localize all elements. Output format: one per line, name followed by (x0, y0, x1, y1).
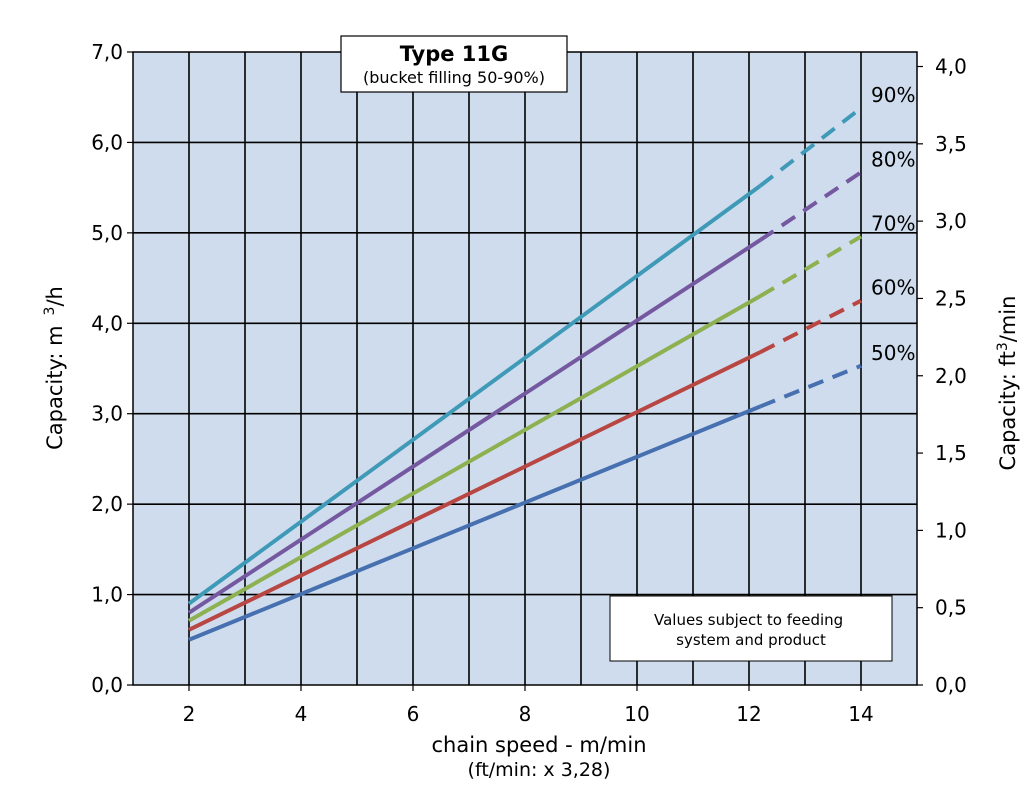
y-right-tick-label: 3,0 (935, 209, 967, 233)
x-tick-label: 12 (736, 702, 761, 726)
y-right-tick-label: 4,0 (935, 55, 967, 79)
series-label: 50% (871, 341, 915, 365)
series-lines (187, 106, 863, 642)
x-tick-label: 6 (407, 702, 420, 726)
x-axis-ticks: 2 4 6 8 10 12 14 (183, 685, 874, 726)
y-tick-label: 2,0 (91, 492, 123, 516)
x-tick-label: 4 (295, 702, 308, 726)
series-line-70pct (188, 294, 762, 623)
y-axis-ticks: 0,0 1,0 2,0 3,0 4,0 5,0 6,0 7,0 (91, 40, 133, 697)
y-tick-label: 3,0 (91, 402, 123, 426)
series-line-dashed-90pct (758, 106, 863, 188)
y-axis-label: Capacity: m3/h (42, 286, 67, 450)
y-tick-label: 5,0 (91, 221, 123, 245)
series-line-dashed-80pct (759, 170, 863, 242)
y-tick-label: 4,0 (91, 311, 123, 335)
y-right-axis-label: Capacity: ft3/min (995, 296, 1020, 471)
series-label: 60% (871, 276, 915, 300)
y-tick-label: 0,0 (91, 673, 123, 697)
note-text: Values subject to feeding system and pro… (654, 611, 848, 649)
note-box: Values subject to feeding system and pro… (609, 595, 893, 662)
y-right-tick-label: 1,5 (935, 441, 967, 465)
series-labels: 50% 60% 70% 80% 90% (871, 83, 915, 365)
series-line-60pct (188, 350, 762, 632)
chart-title: Type 11G (400, 42, 509, 66)
series-line-80pct (187, 238, 762, 615)
series-line-dashed-50pct (759, 363, 862, 409)
y-tick-label: 7,0 (91, 40, 123, 64)
series-line-dashed-60pct (759, 298, 862, 355)
series-label: 80% (871, 147, 915, 171)
series-line-90pct (187, 184, 762, 606)
series-label: 90% (871, 83, 915, 107)
y-tick-label: 6,0 (91, 130, 123, 154)
series-line-50pct (188, 404, 761, 642)
x-tick-label: 2 (183, 702, 196, 726)
series-line-dashed-70pct (759, 234, 863, 298)
x-axis-label: chain speed - m/min (431, 733, 646, 757)
x-tick-label: 14 (848, 702, 873, 726)
y-right-tick-label: 2,0 (935, 364, 967, 388)
y-right-axis-ticks: 0,0 0,5 1,0 1,5 2,0 2,5 3,0 3,5 4,0 (917, 55, 967, 697)
y-right-tick-label: 0,5 (935, 596, 967, 620)
y-right-tick-label: 0,0 (935, 673, 967, 697)
y-tick-label: 1,0 (91, 583, 123, 607)
y-right-tick-label: 1,0 (935, 518, 967, 542)
y-right-tick-label: 3,5 (935, 132, 967, 156)
chart-subtitle: (bucket filling 50-90%) (363, 68, 545, 87)
x-tick-label: 8 (519, 702, 532, 726)
title-box: Type 11G (bucket filling 50-90%) (340, 35, 568, 93)
x-axis-sublabel: (ft/min: x 3,28) (468, 759, 611, 781)
series-label: 70% (871, 211, 915, 235)
x-tick-label: 10 (624, 702, 649, 726)
y-right-tick-label: 2,5 (935, 286, 967, 310)
